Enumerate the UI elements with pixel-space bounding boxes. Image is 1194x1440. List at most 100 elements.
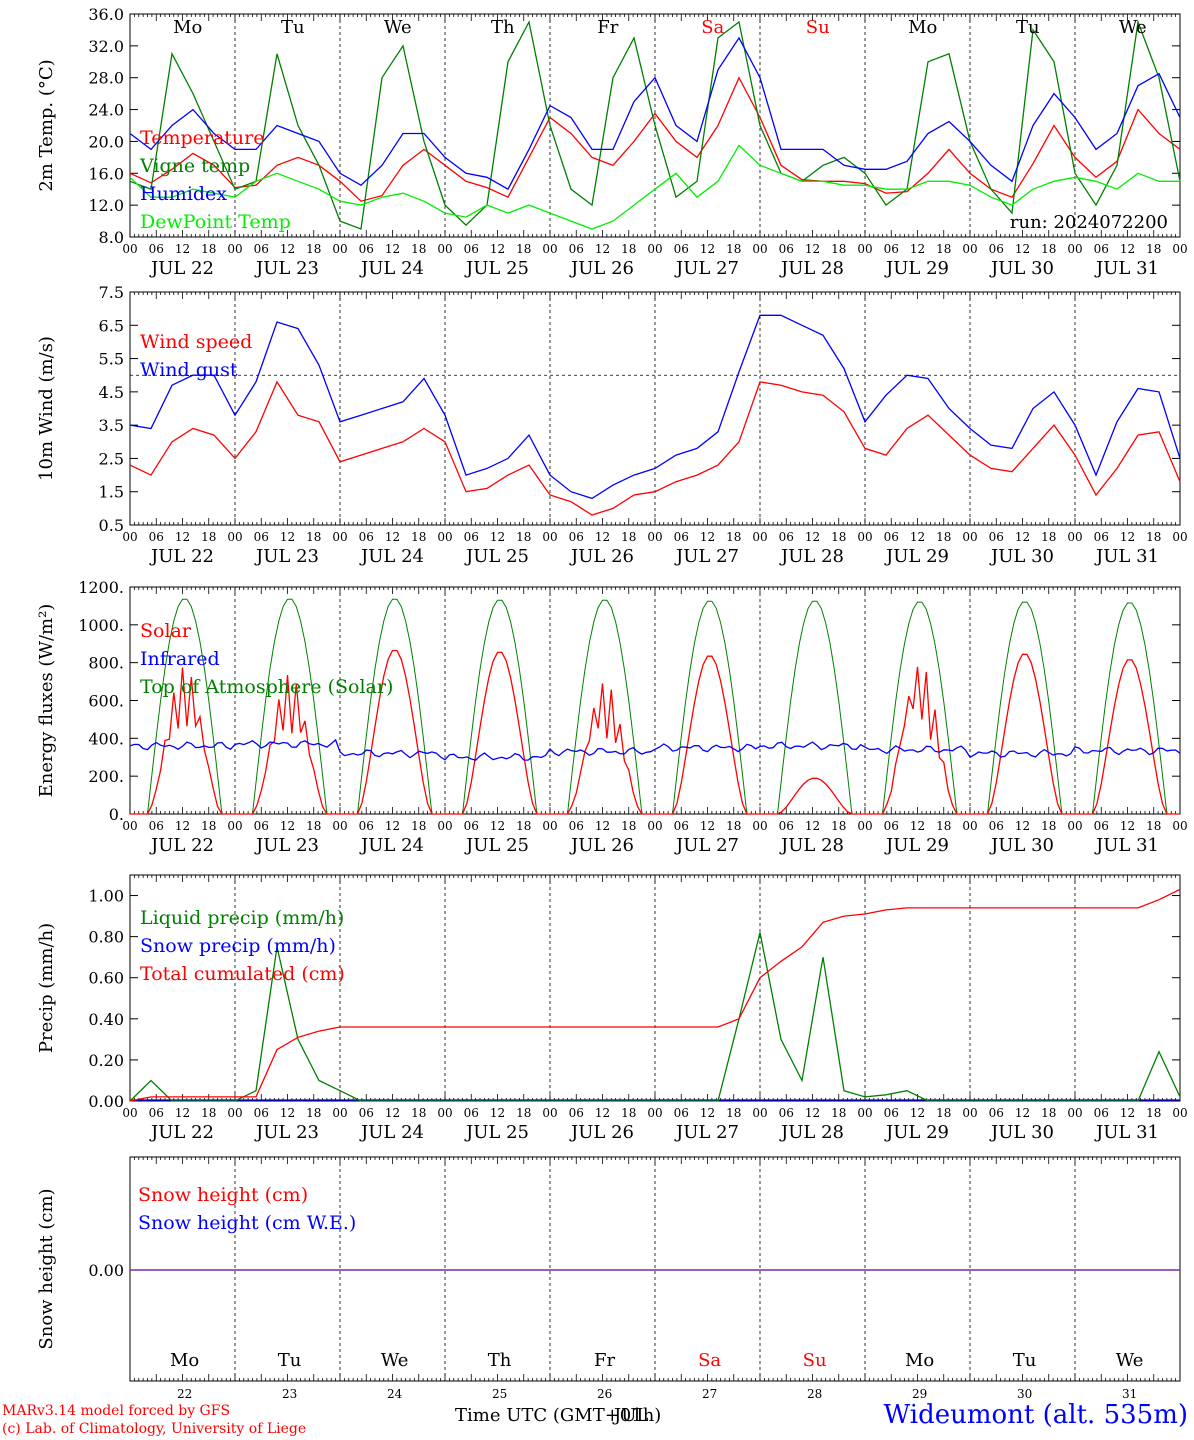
hour-label: 18: [831, 819, 846, 833]
date-label: JUL 28: [779, 835, 844, 856]
series-line: [129, 738, 1181, 761]
hour-label: 00: [647, 819, 662, 833]
hour-label: 12: [595, 1106, 610, 1120]
hour-label: 00: [647, 242, 662, 256]
hour-label: 00: [542, 530, 557, 544]
day-label: Tu: [1016, 17, 1040, 38]
legend-entry: Snow height (cm W.E.): [138, 1212, 356, 1234]
hour-label: 18: [831, 242, 846, 256]
hour-label: 00: [437, 530, 452, 544]
hour-label: 06: [464, 1106, 479, 1120]
hour-label: 18: [201, 1106, 216, 1120]
hour-label: 18: [936, 1106, 951, 1120]
bottom-date-label: 27: [702, 1387, 717, 1401]
y-tick-label: 6.5: [99, 316, 124, 335]
date-label: JUL 24: [359, 546, 424, 567]
hour-label: 18: [1041, 242, 1056, 256]
series-line: [129, 314, 1181, 500]
y-tick-label: 32.0: [88, 37, 124, 56]
hour-label: 00: [857, 819, 872, 833]
date-label: JUL 29: [884, 258, 949, 279]
hour-label: 12: [595, 530, 610, 544]
bottom-date-label: 23: [282, 1387, 297, 1401]
hour-label: 18: [936, 819, 951, 833]
hour-label: 12: [700, 242, 715, 256]
hour-label: 06: [884, 1106, 899, 1120]
hour-label: 06: [779, 819, 794, 833]
day-label: Mo: [908, 17, 937, 38]
bottom-day-label: Mo: [170, 1350, 199, 1371]
station-name: Wideumont (alt. 535m): [883, 1400, 1188, 1430]
hour-label: 18: [726, 1106, 741, 1120]
lab-line: (c) Lab. of Climatology, University of L…: [2, 1421, 307, 1437]
series-line: [129, 76, 1181, 202]
date-label: JUL 27: [674, 258, 739, 279]
hour-label: 00: [542, 242, 557, 256]
date-label: JUL 22: [149, 1122, 214, 1143]
time-axis-title-text: Time UTC (GMT+01h): [455, 1405, 662, 1426]
hour-label: 06: [254, 242, 269, 256]
y-tick-label: 1.00: [88, 887, 124, 906]
hour-label: 12: [805, 819, 820, 833]
date-label: JUL 31: [1094, 1122, 1159, 1143]
hour-label: 06: [1094, 530, 1109, 544]
time-axis-title: Time UTC (GMT+01h): [455, 1405, 661, 1426]
hour-label: 00: [857, 1106, 872, 1120]
hour-label: 06: [779, 242, 794, 256]
bottom-date-label: 25: [492, 1387, 507, 1401]
hour-label: 00: [227, 242, 242, 256]
legend-entry: Wind gust: [140, 359, 238, 381]
hour-label: 06: [254, 819, 269, 833]
y-tick-label: 1200.: [78, 578, 124, 597]
y-tick-label: 1.5: [99, 483, 124, 502]
hour-label: 00: [1172, 530, 1187, 544]
y-tick-label: 2.5: [99, 449, 124, 468]
hour-label: 12: [1120, 242, 1135, 256]
hour-label: 18: [621, 819, 636, 833]
bottom-day-label: Sa: [698, 1350, 721, 1371]
hour-label: 12: [490, 1106, 505, 1120]
date-label: JUL 30: [989, 835, 1054, 856]
legend-entry: Wind speed: [140, 331, 252, 353]
hour-label: 00: [857, 530, 872, 544]
hour-label: 00: [122, 242, 137, 256]
hour-label: 18: [936, 242, 951, 256]
hour-label: 18: [516, 530, 531, 544]
hour-label: 18: [306, 530, 321, 544]
hour-label: 00: [542, 1106, 557, 1120]
hour-label: 00: [962, 1106, 977, 1120]
date-label: JUL 28: [779, 258, 844, 279]
y-tick-label: 200.: [88, 767, 124, 786]
hour-label: 00: [752, 819, 767, 833]
date-label: JUL 27: [674, 1122, 739, 1143]
hour-label: 06: [1094, 819, 1109, 833]
hour-label: 18: [411, 819, 426, 833]
bottom-day-label: Fr: [594, 1350, 615, 1371]
hour-label: 00: [227, 819, 242, 833]
hour-label: 00: [542, 819, 557, 833]
hour-label: 18: [201, 819, 216, 833]
hour-label: 00: [332, 242, 347, 256]
hour-label: 18: [411, 530, 426, 544]
y-axis-label: Energy fluxes (W/m²): [36, 604, 57, 798]
y-tick-label: 0.20: [88, 1051, 124, 1070]
hour-label: 12: [1015, 1106, 1030, 1120]
date-label: JUL 29: [884, 835, 949, 856]
hour-label: 00: [122, 530, 137, 544]
hour-label: 12: [385, 242, 400, 256]
y-tick-label: 400.: [88, 729, 124, 748]
hour-label: 06: [884, 242, 899, 256]
hour-label: 18: [726, 530, 741, 544]
date-label: JUL 23: [254, 258, 319, 279]
hour-label: 12: [805, 242, 820, 256]
bottom-day-label: We: [1116, 1350, 1144, 1371]
date-label: JUL 30: [989, 546, 1054, 567]
date-label: JUL 26: [569, 1122, 634, 1143]
bottom-date-label: 24: [387, 1387, 403, 1401]
hour-label: 06: [149, 530, 164, 544]
series-line: [129, 19, 1181, 230]
hour-label: 06: [359, 1106, 374, 1120]
hour-label: 18: [306, 1106, 321, 1120]
legend-entry: Liquid precip (mm/h): [140, 907, 344, 929]
